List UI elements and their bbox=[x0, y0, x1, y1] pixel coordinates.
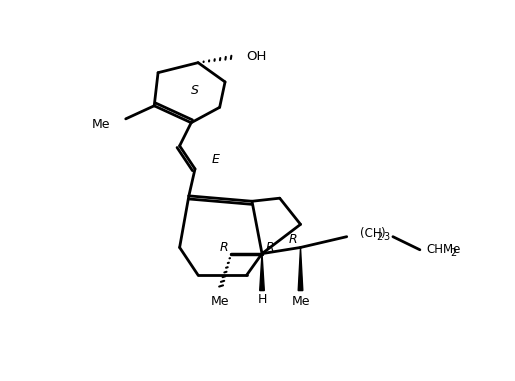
Text: Me: Me bbox=[92, 118, 110, 131]
Text: E: E bbox=[212, 153, 220, 166]
Text: 2: 2 bbox=[376, 232, 382, 242]
Text: Me: Me bbox=[211, 295, 229, 308]
Text: S: S bbox=[191, 84, 199, 97]
Text: Me: Me bbox=[291, 295, 310, 308]
Text: H: H bbox=[258, 293, 267, 306]
Polygon shape bbox=[298, 248, 303, 291]
Polygon shape bbox=[260, 254, 264, 291]
Text: R: R bbox=[219, 241, 228, 254]
Text: CHMe: CHMe bbox=[426, 243, 460, 256]
Text: R: R bbox=[265, 241, 274, 254]
Text: (CH: (CH bbox=[360, 227, 382, 240]
Text: 3: 3 bbox=[384, 232, 390, 242]
Text: ): ) bbox=[380, 227, 384, 240]
Text: R: R bbox=[288, 233, 297, 246]
Text: OH: OH bbox=[247, 50, 267, 63]
Text: 2: 2 bbox=[450, 248, 456, 258]
